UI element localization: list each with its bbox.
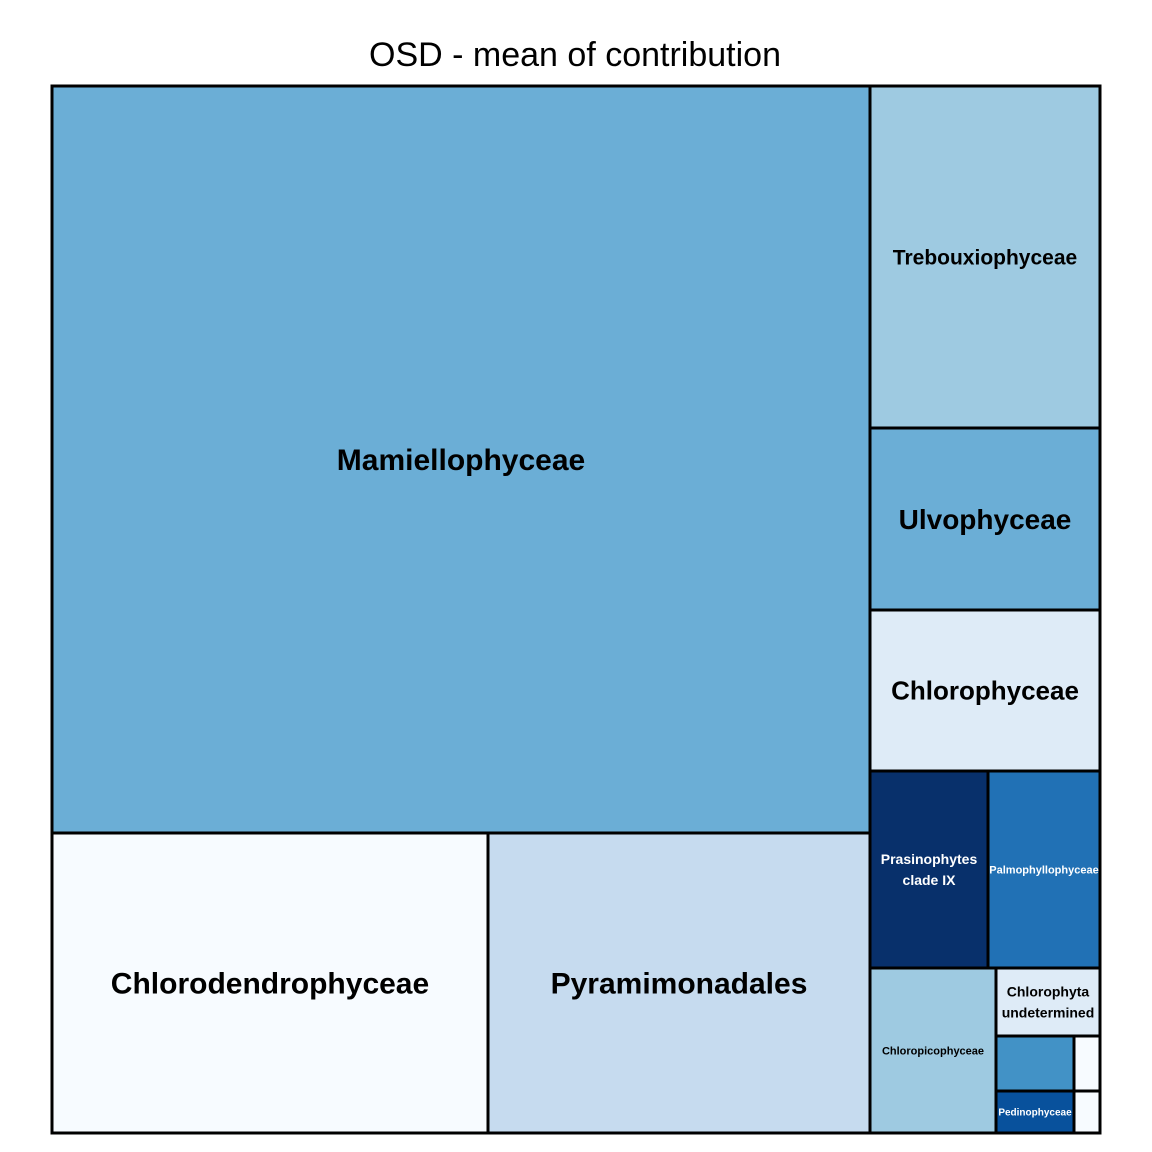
treemap-tile-label-line: Palmophyllophyceae xyxy=(989,864,1098,876)
treemap-tile-label-line: undetermined xyxy=(1002,1004,1095,1020)
treemap-tile: Ulvophyceae xyxy=(868,426,1102,612)
treemap-tile-label-line: Mamiellophyceae xyxy=(337,444,585,477)
treemap-tile-label: Trebouxiophyceae xyxy=(893,246,1077,269)
treemap-tile: Trebouxiophyceae xyxy=(868,84,1102,430)
treemap-tile xyxy=(1072,1034,1102,1093)
treemap-tile-label: Prasinophytes clade IX xyxy=(881,851,978,888)
treemap-tile-label: Ulvophyceae xyxy=(899,504,1072,535)
treemap-tile: Palmophyllophyceae xyxy=(986,769,1102,970)
treemap-tile-label-line: Trebouxiophyceae xyxy=(893,246,1077,269)
treemap-tile-label-line: Pedinophyceae xyxy=(998,1108,1072,1119)
treemap-tile-rect xyxy=(994,1034,1076,1093)
treemap-tile-label: Palmophyllophyceae xyxy=(989,864,1098,876)
treemap-tile-label-line: Pyramimonadales xyxy=(551,968,808,1001)
treemap-tile-label-line: Chlorodendrophyceae xyxy=(111,968,429,1001)
chart-title: OSD - mean of contribution xyxy=(369,36,781,74)
treemap-tile: Pyramimonadales xyxy=(486,831,872,1135)
treemap-tile-label-line: Chlorophyceae xyxy=(891,676,1079,706)
treemap-tile-label: Chloropicophyceae xyxy=(882,1045,984,1057)
treemap-tile: Prasinophytes clade IX xyxy=(868,769,990,970)
treemap-tile-label-line: Prasinophytes xyxy=(881,851,978,867)
treemap-tile-rect xyxy=(868,769,990,970)
treemap-tile-label-line: Ulvophyceae xyxy=(899,504,1072,535)
treemap-tile-rect xyxy=(1072,1034,1102,1093)
treemap-tile-rect xyxy=(868,608,1102,773)
treemap-frame xyxy=(50,84,1102,1135)
treemap-tile-rect xyxy=(868,84,1102,430)
treemap-tile: Pedinophyceae xyxy=(994,1089,1076,1135)
treemap-tile-label-line: clade IX xyxy=(903,872,957,888)
treemap-tile-label-line: Chloropicophyceae xyxy=(882,1045,984,1057)
treemap-tile-label-line: Chlorophyta xyxy=(1007,983,1090,999)
treemap-tile: Chlorophyceae xyxy=(868,608,1102,773)
treemap-tile-rect xyxy=(486,831,872,1135)
treemap-tile-label: Pyramimonadales xyxy=(551,968,808,1001)
treemap-tile-label: Chlorophyta undetermined xyxy=(1002,983,1095,1020)
treemap-tile-rect xyxy=(994,966,1102,1038)
treemap-tile: Mamiellophyceae xyxy=(50,84,872,835)
treemap-tile-label: Chlorophyceae xyxy=(891,676,1079,706)
treemap-tile-rect xyxy=(50,84,872,835)
tiles-layer: Mamiellophyceae Chlorodendrophyceae Pyrami… xyxy=(50,84,1102,1135)
treemap-tile xyxy=(994,1034,1076,1093)
treemap-tile-label: Mamiellophyceae xyxy=(337,444,585,477)
treemap-tile: Chlorodendrophyceae xyxy=(50,831,490,1135)
treemap-tile xyxy=(1072,1089,1102,1135)
treemap-tile-rect xyxy=(50,831,490,1135)
treemap-tile-label: Pedinophyceae xyxy=(998,1108,1072,1119)
treemap-tile: Chlorophyta undetermined xyxy=(994,966,1102,1038)
treemap-tile-rect xyxy=(1072,1089,1102,1135)
treemap-tile-label: Chlorodendrophyceae xyxy=(111,968,429,1001)
treemap-tile: Chloropicophyceae xyxy=(868,966,998,1135)
